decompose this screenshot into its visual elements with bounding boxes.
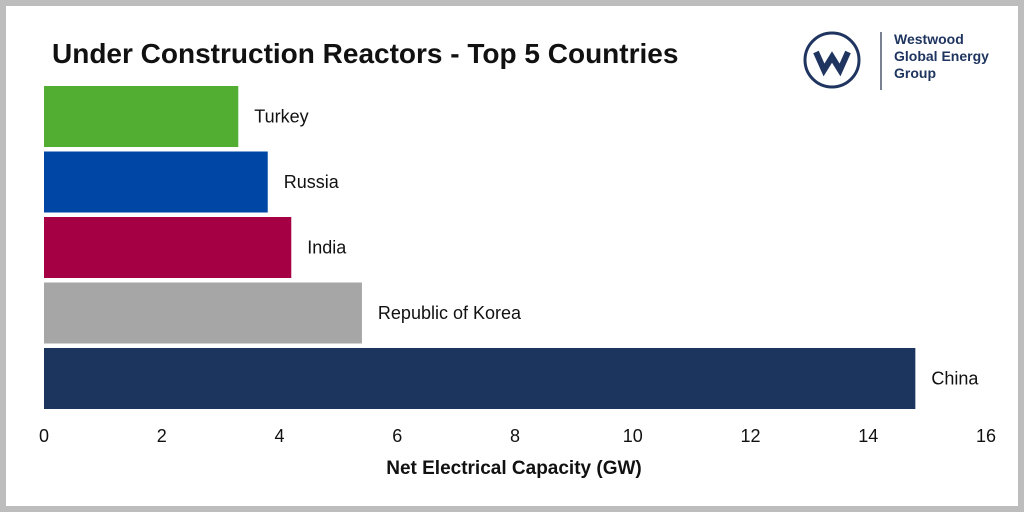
- x-tick-label: 16: [976, 426, 996, 446]
- logo-line-2: Global Energy: [894, 48, 989, 64]
- x-tick-label: 0: [39, 426, 49, 446]
- logo-line-3: Group: [894, 65, 936, 81]
- bar-india: [44, 217, 292, 278]
- westwood-w-logo-icon: [803, 31, 861, 89]
- x-tick-label: 4: [274, 426, 284, 446]
- bar-label-turkey: Turkey: [254, 107, 308, 127]
- bar-label-russia: Russia: [284, 172, 340, 192]
- bar-china: [44, 348, 916, 409]
- bar-russia: [44, 151, 268, 213]
- logo-text: Westwood Global Energy Group: [894, 31, 989, 82]
- company-logo: Westwood Global Energy Group: [802, 28, 1012, 98]
- x-tick-label: 8: [510, 426, 520, 446]
- x-tick-label: 6: [392, 426, 402, 446]
- bar-turkey: [44, 86, 239, 147]
- bar-label-republic-of-korea: Republic of Korea: [378, 303, 522, 323]
- chart-title: Under Construction Reactors - Top 5 Coun…: [52, 38, 679, 69]
- logo-line-1: Westwood: [894, 31, 964, 47]
- bar-republic-of-korea: [44, 282, 362, 344]
- x-tick-label: 10: [623, 426, 643, 446]
- bar-label-india: India: [307, 238, 347, 258]
- x-tick-label: 14: [858, 426, 878, 446]
- bar-label-china: China: [931, 369, 979, 389]
- logo-divider: [880, 32, 882, 90]
- x-tick-label: 12: [740, 426, 760, 446]
- x-tick-label: 2: [157, 426, 167, 446]
- x-axis-label: Net Electrical Capacity (GW): [386, 458, 642, 479]
